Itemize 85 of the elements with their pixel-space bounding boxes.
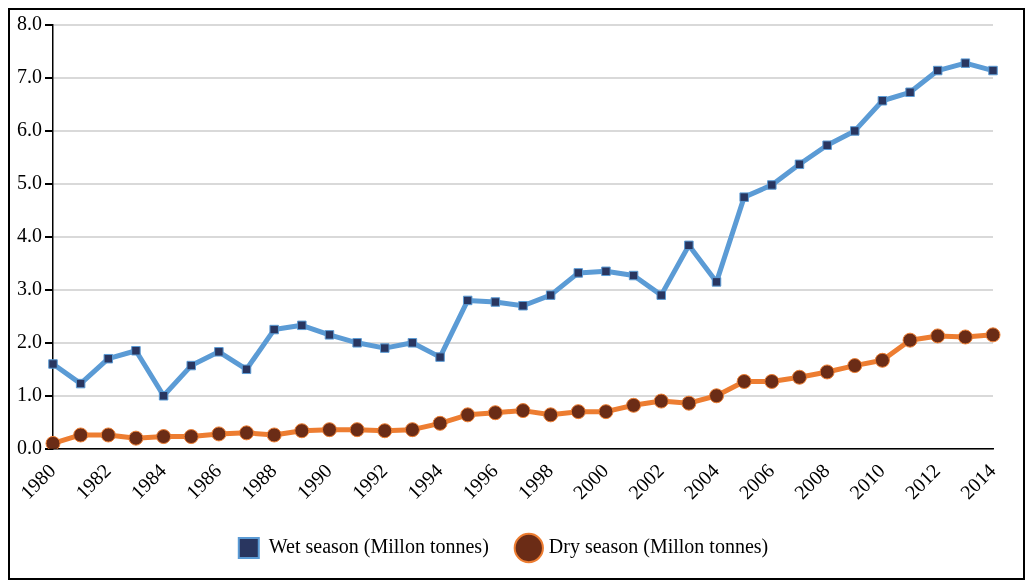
point: [321, 422, 337, 438]
point: [487, 405, 503, 421]
point: [45, 435, 61, 449]
point: [957, 329, 973, 345]
point: [874, 352, 890, 368]
point: [183, 429, 199, 445]
point: [656, 290, 666, 300]
point: [736, 373, 752, 389]
point: [709, 388, 725, 404]
point: [324, 330, 335, 340]
x-tick-label: 1990: [292, 459, 337, 504]
point: [819, 364, 835, 380]
point: [241, 364, 252, 375]
point: [822, 140, 832, 150]
point: [211, 426, 227, 442]
point: [128, 430, 144, 446]
y-tick-label: 6.0: [17, 118, 42, 141]
point: [515, 403, 531, 419]
point: [711, 277, 722, 287]
point: [100, 427, 116, 443]
y-tick-label: 5.0: [17, 171, 42, 194]
point: [794, 159, 805, 170]
point: [490, 297, 501, 307]
point: [960, 58, 971, 68]
point: [791, 369, 807, 385]
point: [75, 378, 86, 389]
point: [377, 423, 393, 439]
point: [764, 373, 780, 389]
point: [985, 327, 1001, 343]
point: [214, 347, 224, 357]
point: [462, 295, 473, 306]
point: [186, 360, 196, 371]
point: [988, 65, 998, 76]
legend-label: Dry season (Millon tonnes): [548, 535, 769, 559]
y-tick-label: 2.0: [17, 330, 42, 353]
y-tick-label: 0.0: [17, 436, 42, 458]
point: [570, 404, 586, 420]
point: [847, 358, 863, 374]
point: [628, 270, 639, 281]
point: [767, 180, 777, 190]
y-tick-label: 3.0: [17, 277, 42, 300]
y-tick-label: 1.0: [17, 383, 42, 406]
point: [349, 422, 365, 438]
point: [739, 192, 749, 202]
point: [877, 96, 888, 106]
point: [932, 65, 943, 76]
point: [294, 423, 310, 439]
point: [380, 343, 390, 353]
point: [930, 328, 946, 344]
point: [404, 422, 420, 438]
point: [684, 240, 694, 251]
point: [653, 393, 669, 409]
point: [103, 353, 114, 364]
y-tick-label: 8.0: [17, 12, 42, 35]
y-tick-label: 7.0: [17, 65, 42, 88]
point: [626, 397, 642, 413]
legend-label: Wet season (Millon tonnes): [268, 535, 489, 559]
point: [545, 290, 556, 300]
point: [239, 425, 255, 441]
point: [601, 266, 611, 277]
point: [435, 352, 445, 362]
point: [518, 300, 528, 311]
point: [850, 126, 860, 136]
point: [681, 395, 697, 411]
point: [902, 332, 918, 348]
point: [905, 87, 915, 98]
x-tick-label: 1992: [347, 459, 392, 504]
y-tick-label: 4.0: [17, 224, 42, 247]
point: [156, 429, 172, 445]
point: [131, 346, 141, 356]
point: [432, 415, 448, 431]
point: [73, 427, 89, 443]
point: [460, 407, 476, 423]
point: [407, 338, 418, 348]
x-tick-label: 1982: [70, 459, 115, 504]
point: [352, 338, 362, 348]
point: [598, 404, 614, 420]
point: [48, 359, 58, 369]
point: [573, 268, 584, 278]
point: [158, 391, 169, 401]
point: [543, 407, 559, 423]
x-tick-label: 1980: [15, 459, 60, 504]
point: [266, 427, 282, 443]
point: [269, 324, 279, 335]
point: [297, 320, 307, 331]
